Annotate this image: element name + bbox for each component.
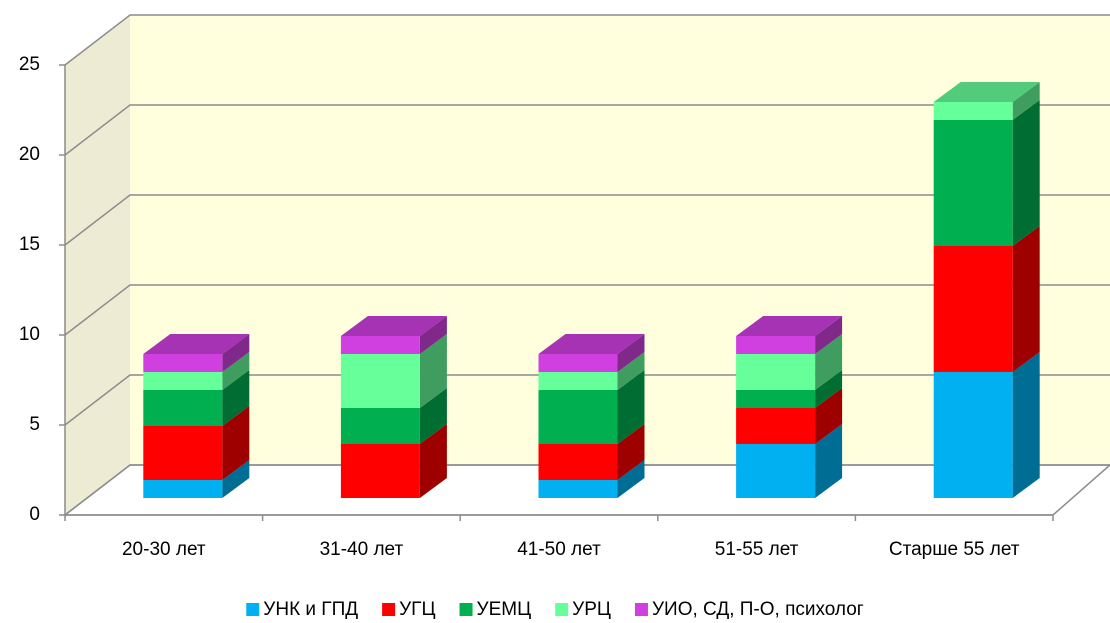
legend-label: УГЦ — [399, 599, 435, 620]
bar-top — [736, 316, 843, 336]
bar-side — [222, 370, 250, 426]
bar-side — [815, 334, 843, 390]
bar-side — [1012, 352, 1040, 498]
y-tick-label: 5 — [29, 414, 40, 435]
bar-side — [419, 334, 447, 408]
bar-side — [222, 352, 250, 390]
bar — [538, 390, 618, 444]
bar — [538, 354, 618, 372]
bar — [933, 372, 1013, 498]
bar — [340, 444, 420, 498]
bar — [340, 354, 420, 408]
grid-line — [64, 194, 1110, 246]
bar-side — [222, 460, 250, 498]
bar-side — [419, 388, 447, 444]
legend-label: УИО, СД, П-О, психолог — [652, 599, 864, 620]
grid-line — [64, 104, 1110, 156]
x-tick-label: 31-40 лет — [320, 539, 404, 560]
bar-side — [617, 460, 645, 498]
legend-label: УНК и ГПД — [263, 599, 358, 620]
bar-side — [617, 352, 645, 390]
x-tick-label: 20-30 лет — [122, 539, 206, 560]
bar — [143, 480, 223, 498]
legend-swatch — [459, 603, 473, 616]
bar — [340, 408, 420, 444]
bar — [736, 390, 816, 408]
bar — [538, 444, 618, 480]
bar-side — [815, 388, 843, 444]
bar-top — [538, 334, 645, 354]
x-tick-label: Старше 55 лет — [889, 539, 1020, 560]
bar-side — [815, 424, 843, 498]
bar — [736, 444, 816, 498]
bar — [143, 354, 223, 372]
legend-swatch — [382, 603, 396, 616]
bar — [736, 408, 816, 444]
legend-swatch — [555, 603, 569, 616]
y-tick-label: 25 — [19, 54, 40, 75]
bar — [143, 390, 223, 426]
side-wall — [65, 15, 130, 515]
bar-side — [222, 406, 250, 480]
y-tick-label: 15 — [19, 234, 40, 255]
bar — [736, 336, 816, 354]
bar-side — [419, 424, 447, 498]
bar-side — [222, 334, 250, 372]
bar — [933, 102, 1013, 120]
bar — [143, 372, 223, 390]
bar-side — [1012, 226, 1040, 372]
y-tick-label: 10 — [19, 324, 40, 345]
legend-label: УЕМЦ — [477, 599, 532, 620]
legend-swatch — [246, 603, 260, 616]
grid-line — [64, 284, 1110, 336]
legend-swatch — [634, 603, 648, 616]
bar-top — [933, 82, 1040, 102]
bar-top — [143, 334, 250, 354]
bar — [340, 336, 420, 354]
bar-side — [815, 316, 843, 354]
bar-top — [340, 316, 447, 336]
x-tick-label: 41-50 лет — [517, 539, 601, 560]
legend: УНК и ГПД УГЦ УЕМЦ УРЦ УИО, СД, П-О, психоло… — [246, 599, 864, 620]
bar-side — [1012, 82, 1040, 120]
bar-side — [617, 334, 645, 372]
bar — [538, 480, 618, 498]
bar — [143, 426, 223, 480]
bar — [538, 372, 618, 390]
grid-line — [64, 14, 1110, 66]
bar-side — [617, 370, 645, 444]
y-tick-label: 0 — [29, 504, 40, 525]
bar — [933, 246, 1013, 372]
legend-label: УРЦ — [572, 599, 611, 620]
bar — [933, 120, 1013, 246]
y-tick-label: 20 — [19, 144, 40, 165]
bar-side — [815, 370, 843, 408]
bar-side — [419, 316, 447, 354]
bar-side — [617, 424, 645, 480]
bar-side — [1012, 100, 1040, 246]
x-tick-label: 51-55 лет — [715, 539, 799, 560]
bar — [736, 354, 816, 390]
